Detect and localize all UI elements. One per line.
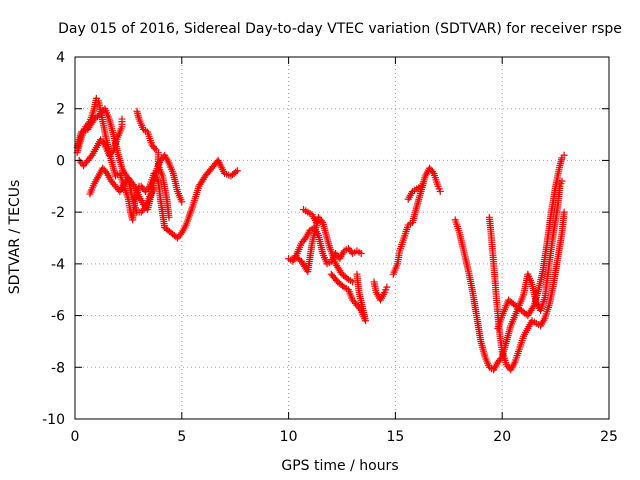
y-tick-label: -10	[42, 412, 65, 428]
data-point	[436, 187, 444, 195]
data-point	[560, 151, 568, 159]
data-point	[165, 213, 173, 221]
plot-frame	[74, 56, 610, 420]
x-tick-label: 10	[280, 429, 298, 445]
data-point	[150, 185, 158, 193]
y-tick-label: -8	[51, 360, 65, 376]
x-tick-label: 5	[177, 429, 186, 445]
data-markers	[73, 94, 568, 374]
x-tick-label: 15	[386, 429, 404, 445]
data-point	[383, 283, 391, 291]
x-tick-label: 0	[71, 429, 80, 445]
y-tick-label: 4	[56, 50, 65, 66]
data-point	[417, 182, 425, 190]
data-point	[144, 184, 152, 192]
data-point	[353, 270, 361, 278]
y-tick-label: -6	[51, 309, 65, 325]
data-point	[317, 217, 325, 225]
data-point	[108, 148, 116, 156]
data-point	[99, 139, 107, 147]
x-axis-label: GPS time / hours	[281, 458, 398, 474]
data-point	[529, 303, 537, 311]
data-point	[140, 205, 148, 213]
x-tick-label: 25	[600, 429, 618, 445]
data-point	[339, 282, 347, 290]
data-point	[233, 167, 241, 175]
data-point	[343, 274, 351, 282]
data-point	[232, 168, 240, 176]
data-point	[558, 177, 566, 185]
data-point	[176, 231, 184, 239]
chart-title: Day 015 of 2016, Sidereal Day-to-day VTE…	[58, 21, 622, 37]
y-tick-label: -2	[51, 205, 65, 221]
grid-lines	[75, 57, 609, 419]
data-point	[428, 168, 436, 176]
y-tick-label: -4	[51, 257, 65, 273]
y-tick-label: 2	[56, 102, 65, 118]
data-point	[87, 153, 95, 161]
data-point	[300, 236, 308, 244]
data-point	[178, 198, 186, 206]
y-axis-label: SDTVAR / TECUs	[7, 180, 23, 295]
data-point	[118, 115, 126, 123]
data-point	[151, 144, 159, 152]
data-point	[95, 111, 103, 119]
data-point	[312, 218, 320, 226]
y-tick-label: 0	[56, 153, 65, 169]
x-tick-label: 20	[493, 429, 511, 445]
data-point	[560, 208, 568, 216]
data-point	[357, 250, 365, 258]
data-point	[102, 168, 110, 176]
